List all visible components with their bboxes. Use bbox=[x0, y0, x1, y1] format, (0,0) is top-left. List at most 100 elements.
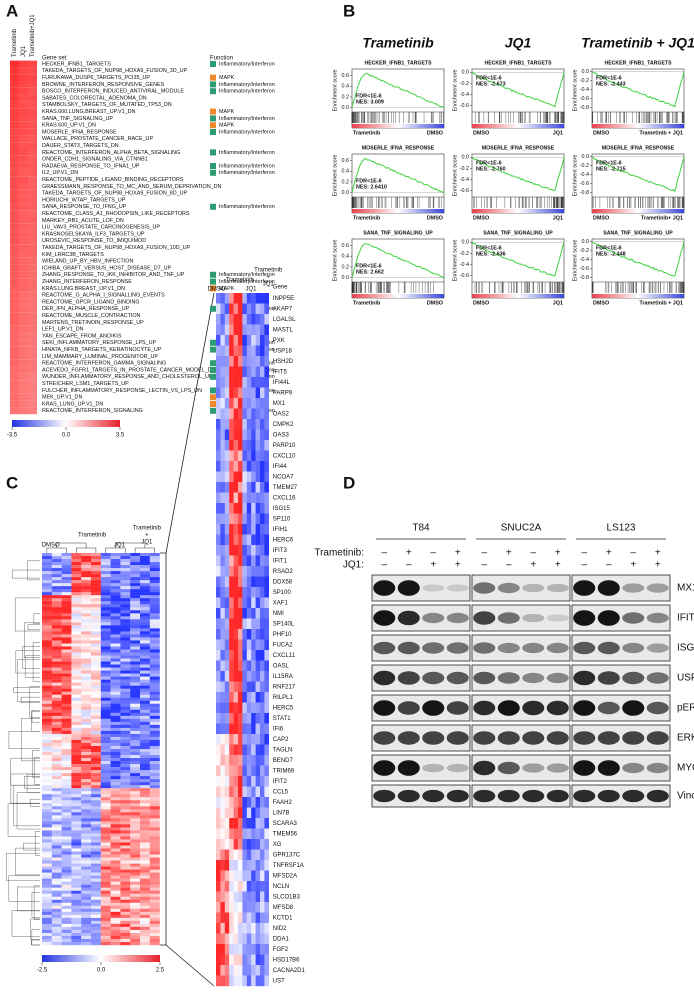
y-tick-label: 0.0 bbox=[342, 275, 350, 281]
zoom-cell bbox=[216, 377, 221, 388]
overview-cell bbox=[91, 652, 101, 656]
overview-cell bbox=[140, 631, 150, 635]
zoom-cell bbox=[229, 692, 234, 703]
overview-cell bbox=[130, 851, 141, 855]
overview-cell bbox=[149, 673, 160, 677]
zoom-cell bbox=[251, 324, 256, 336]
overview-cell bbox=[61, 890, 72, 894]
colorbar-label: 3.5 bbox=[116, 433, 125, 439]
overview-cell bbox=[91, 661, 101, 665]
zoom-cell bbox=[220, 293, 225, 304]
y-axis-label: Enrichment score bbox=[452, 240, 458, 282]
zoom-cell bbox=[264, 356, 269, 367]
overview-cell bbox=[140, 712, 150, 717]
treatment-sign: – bbox=[406, 560, 412, 571]
enrichment-curve bbox=[591, 71, 685, 108]
overview-cell bbox=[61, 574, 72, 578]
zoom-cell bbox=[246, 713, 252, 724]
overview-cell bbox=[61, 616, 72, 620]
overview-cell bbox=[42, 643, 52, 647]
overview-cell bbox=[61, 730, 72, 735]
overview-cell bbox=[140, 697, 150, 701]
overview-cell bbox=[51, 667, 62, 671]
overview-cell bbox=[71, 742, 82, 747]
zoom-cell bbox=[264, 681, 269, 693]
gene-set-name: IL2_UP.V1_DN bbox=[42, 170, 78, 176]
overview-cell bbox=[42, 715, 52, 720]
zoom-cell bbox=[246, 524, 252, 535]
overview-cell bbox=[110, 631, 121, 635]
overview-cell bbox=[120, 803, 131, 807]
overview-cell bbox=[81, 691, 92, 695]
cell-line: LS123 bbox=[607, 523, 636, 534]
overview-cell bbox=[81, 697, 92, 701]
zoom-cell bbox=[264, 461, 269, 472]
nes-label: NES: -2.448 bbox=[596, 251, 626, 257]
overview-cell bbox=[130, 613, 141, 617]
overview-cell bbox=[120, 773, 131, 777]
overview-cell bbox=[51, 601, 62, 605]
zoom-cell bbox=[224, 702, 230, 714]
zoom-cell bbox=[229, 723, 234, 735]
overview-cell bbox=[140, 592, 150, 596]
zoom-cell bbox=[238, 891, 243, 903]
zoom-cell bbox=[255, 671, 261, 682]
zoom-cell bbox=[251, 671, 256, 682]
zoom-cell bbox=[216, 755, 221, 766]
treatment-sign: + bbox=[630, 560, 636, 571]
dendrogram bbox=[23, 842, 40, 851]
overview-cell bbox=[130, 908, 141, 913]
heatmap-cell bbox=[10, 155, 19, 163]
overview-cell bbox=[91, 854, 101, 858]
heatmap-cell bbox=[28, 237, 37, 245]
heatmap-cell bbox=[19, 101, 28, 109]
zoom-cell bbox=[220, 828, 225, 840]
zoom-cell bbox=[251, 419, 256, 430]
rank-gradient bbox=[592, 209, 684, 213]
zoom-cell bbox=[255, 818, 261, 829]
overview-cell bbox=[42, 833, 52, 837]
overview-cell bbox=[51, 851, 62, 855]
overview-cell bbox=[130, 607, 141, 611]
heatmap-cell bbox=[10, 121, 19, 129]
heatmap-cell bbox=[19, 285, 28, 292]
heatmap-cell bbox=[28, 115, 37, 122]
overview-cell bbox=[110, 809, 121, 813]
cell-line: SNUC2A bbox=[501, 523, 542, 534]
overview-cell bbox=[140, 664, 150, 668]
zoom-cell bbox=[216, 807, 221, 819]
overview-cell bbox=[100, 884, 111, 888]
overview-cell bbox=[91, 803, 101, 807]
zoom-cell bbox=[264, 597, 269, 609]
overview-cell bbox=[42, 619, 52, 623]
zoom-cell bbox=[251, 639, 256, 651]
overview-cell bbox=[100, 851, 111, 855]
blot-band bbox=[497, 761, 520, 775]
fdr-label: FDR<1E-6 bbox=[356, 93, 382, 99]
overview-cell bbox=[130, 586, 141, 590]
overview-cell bbox=[100, 809, 111, 813]
zoom-cell bbox=[233, 450, 239, 462]
overview-cell bbox=[100, 887, 111, 891]
overview-cell bbox=[71, 773, 82, 777]
overview-cell bbox=[91, 613, 101, 617]
overview-cell bbox=[130, 779, 141, 783]
zoom-cell bbox=[242, 786, 247, 798]
zoom-cell bbox=[216, 881, 221, 892]
overview-cell bbox=[42, 887, 52, 891]
overview-cell bbox=[51, 655, 62, 659]
blot-band bbox=[422, 671, 445, 685]
zoom-cell bbox=[260, 461, 265, 472]
x-right-label: DMSO bbox=[427, 215, 443, 221]
zoom-cell bbox=[246, 650, 252, 661]
zoom-cell bbox=[251, 933, 256, 945]
overview-cell bbox=[120, 923, 131, 928]
overview-cell bbox=[100, 917, 111, 922]
gene-set-name: DER_IFN_ALPHA_RESPONSE_UP bbox=[42, 306, 130, 312]
zoom-cell bbox=[238, 608, 243, 619]
overview-cell bbox=[51, 917, 62, 922]
overview-cell bbox=[81, 700, 92, 704]
overview-cell bbox=[71, 788, 82, 792]
zoom-cell bbox=[251, 513, 256, 525]
function-marker bbox=[210, 278, 216, 285]
